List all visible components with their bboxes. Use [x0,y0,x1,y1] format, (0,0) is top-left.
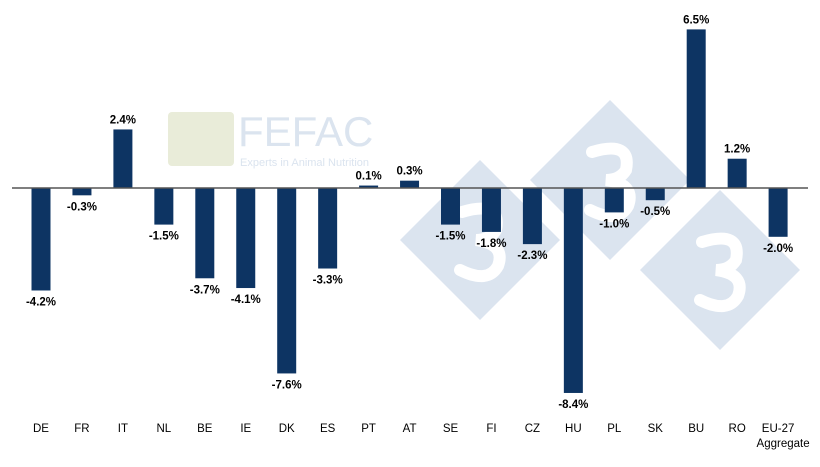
bar-bu [686,29,706,189]
bar-se [441,188,460,225]
bar-it [113,129,133,188]
data-labels: -4.2% -0.3% 2.4% -1.5% -3.7% -4.1% -7.6% -3.3% 0… [26,14,793,411]
bar-hu [563,188,583,393]
bar-dk [277,188,297,374]
watermark: FEFAC Experts in Animal Nutrition [168,100,800,350]
badge-three-glyph-icon [694,232,746,312]
data-label: -4.1% [231,294,261,306]
data-label: -3.7% [190,284,220,296]
bar-es [318,188,338,269]
data-label: -1.5% [149,231,179,243]
bar-ie [236,188,256,289]
category-label: SE [443,423,459,435]
category-label: FI [486,423,496,435]
data-label: -0.3% [67,201,97,213]
bar-at [400,180,420,188]
category-label: IE [240,423,251,435]
category-labels: DE FR IT NL BE IE DK ES PT AT SE FI CZ HU PL SK BU RO EU-2… [33,423,810,450]
data-label: 0.1% [355,171,381,183]
data-label: -8.4% [558,399,588,411]
category-label: AT [403,423,417,435]
bar-de [31,188,51,291]
data-label: 6.5% [683,14,709,26]
data-label: -1.8% [476,238,506,250]
data-label: 2.4% [110,114,136,126]
bar-eu-27 [768,188,788,237]
category-label: EU-27 [762,423,795,435]
bar-nl [154,188,174,225]
bar-be [195,188,215,279]
category-label: DE [33,423,49,435]
data-label: -3.3% [313,275,343,287]
category-label: FR [74,423,89,435]
data-label: -7.6% [272,379,302,391]
badge-three-glyph-icon [584,142,636,222]
category-label: RO [729,423,746,435]
bar-pt [359,185,379,188]
bar-pl [604,188,624,213]
data-label: 1.2% [724,144,750,156]
watermark-tagline: Experts in Animal Nutrition [240,157,369,169]
data-label: -1.0% [599,218,629,230]
category-label: ES [320,423,336,435]
bar-fr [72,188,92,196]
category-label: PL [607,423,622,435]
data-label: -2.0% [763,243,793,255]
bar-ro [727,158,747,188]
category-label: SK [648,423,664,435]
category-label: CZ [525,423,540,435]
bar-sk [645,188,665,201]
watermark-logo-text: FEFAC [238,108,373,155]
data-label: -1.5% [435,231,465,243]
category-label: BU [688,423,704,435]
fefac-logo-icon [168,112,234,166]
bar-cz [522,188,542,245]
category-label: BE [197,423,213,435]
category-label: PT [361,423,376,435]
data-label: -4.2% [26,296,56,308]
data-label: -2.3% [517,250,547,262]
category-label: IT [118,423,128,435]
category-label: DK [279,423,295,435]
data-label: 0.3% [396,166,422,178]
data-label: -0.5% [640,206,670,218]
bar-fi [481,188,501,232]
category-label: Aggregate [757,438,810,450]
category-label: HU [565,423,582,435]
bars [31,29,788,393]
category-label: NL [156,423,171,435]
